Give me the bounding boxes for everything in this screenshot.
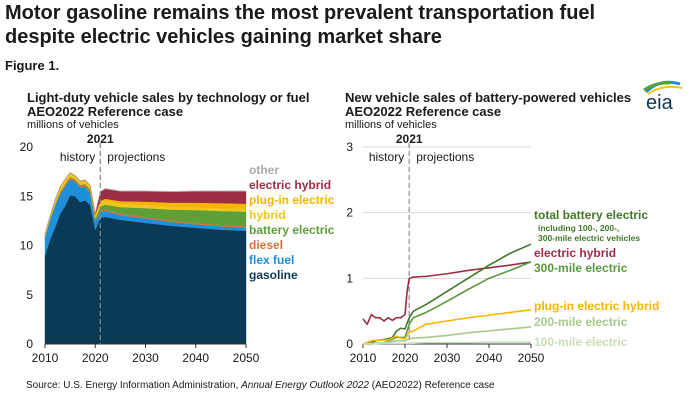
legend-electric-hybrid: electric hybrid	[249, 178, 331, 192]
legend-right-electric-hybrid: electric hybrid	[534, 246, 616, 260]
source-note: Source: U.S. Energy Information Administ…	[26, 380, 495, 391]
x-tick-2020: 2020	[82, 351, 109, 365]
y-tick-right-1: 1	[346, 271, 353, 285]
y-tick-20: 20	[20, 140, 34, 154]
legend-note-line1: including 100-, 200-,	[538, 223, 619, 233]
projections-label: projections	[107, 150, 165, 164]
x-tick-right-2010: 2010	[350, 351, 377, 365]
right-chart-title: New vehicle sales of battery-powered veh…	[345, 90, 632, 105]
right-chart-ylabel: millions of vehicles	[345, 119, 437, 131]
legend-diesel: diesel	[249, 238, 283, 252]
legend-other: other	[249, 163, 279, 177]
headline: Motor gasoline remains the most prevalen…	[5, 2, 596, 48]
legend-right-100-mile-electric: 100-mile electric	[534, 335, 628, 349]
divider-label-right: 2021	[396, 132, 423, 146]
eia-logo-mark: eia	[643, 80, 683, 114]
x-tick-right-2040: 2040	[476, 351, 503, 365]
y-tick-right-3: 3	[346, 140, 353, 154]
legend-hybrid: hybrid	[249, 208, 286, 222]
y-tick-15: 15	[20, 189, 34, 203]
area-other	[44, 172, 247, 235]
legend-right-200-mile-electric: 200-mile electric	[534, 315, 628, 329]
line-electric-hybrid	[362, 261, 532, 326]
x-tick-right-2030: 2030	[434, 351, 461, 365]
y-tick-0: 0	[26, 337, 33, 351]
divider-label: 2021	[87, 132, 114, 146]
history-label-right: history	[369, 150, 404, 164]
right-chart-subtitle: AEO2022 Reference case	[345, 104, 502, 119]
x-tick-right-2020: 2020	[392, 351, 419, 365]
left-chart-subtitle: AEO2022 Reference case	[27, 104, 184, 119]
source-prefix: Source: U.S. Energy Information Administ…	[26, 380, 242, 391]
legend-note-line2: 300-mile electric vehicles	[538, 233, 640, 243]
x-tick-right-2050: 2050	[518, 351, 545, 365]
legend-gasoline: gasoline	[249, 268, 298, 282]
legend-flex-fuel: flex fuel	[249, 253, 294, 267]
legend-right-plug-in-electric-hybrid: plug-in electric hybrid	[534, 299, 659, 313]
legend-plug-in-electric: plug-in electric	[249, 193, 335, 207]
y-tick-10: 10	[20, 239, 34, 253]
source-title: Annual Energy Outlook 2022	[241, 380, 369, 391]
y-tick-5: 5	[26, 288, 33, 302]
y-tick-right-0: 0	[346, 337, 353, 351]
x-tick-2050: 2050	[233, 351, 260, 365]
legend-right-300-mile-electric: 300-mile electric	[534, 261, 628, 275]
projections-label-right: projections	[416, 150, 474, 164]
figure-label: Figure 1.	[5, 58, 60, 73]
left-chart-ylabel: millions of vehicles	[27, 119, 119, 131]
line-100-mile-electric	[362, 341, 531, 345]
x-tick-2040: 2040	[182, 351, 209, 365]
eia-logo-text: eia	[646, 92, 674, 114]
legend-right-total-battery-electric: total battery electric	[534, 208, 648, 222]
x-tick-2030: 2030	[132, 351, 159, 365]
line-200-mile-electric	[362, 326, 532, 345]
x-tick-2010: 2010	[32, 351, 59, 365]
source-suffix: (AEO2022) Reference case	[368, 380, 495, 391]
eia-logo: eia	[640, 76, 686, 114]
legend-battery-electric: battery electric	[249, 223, 335, 237]
y-tick-right-2: 2	[346, 206, 353, 220]
left-chart-title: Light-duty vehicle sales by technology o…	[27, 90, 310, 105]
line-plug-in-electric-hybrid	[362, 309, 532, 345]
history-label: history	[60, 150, 95, 164]
